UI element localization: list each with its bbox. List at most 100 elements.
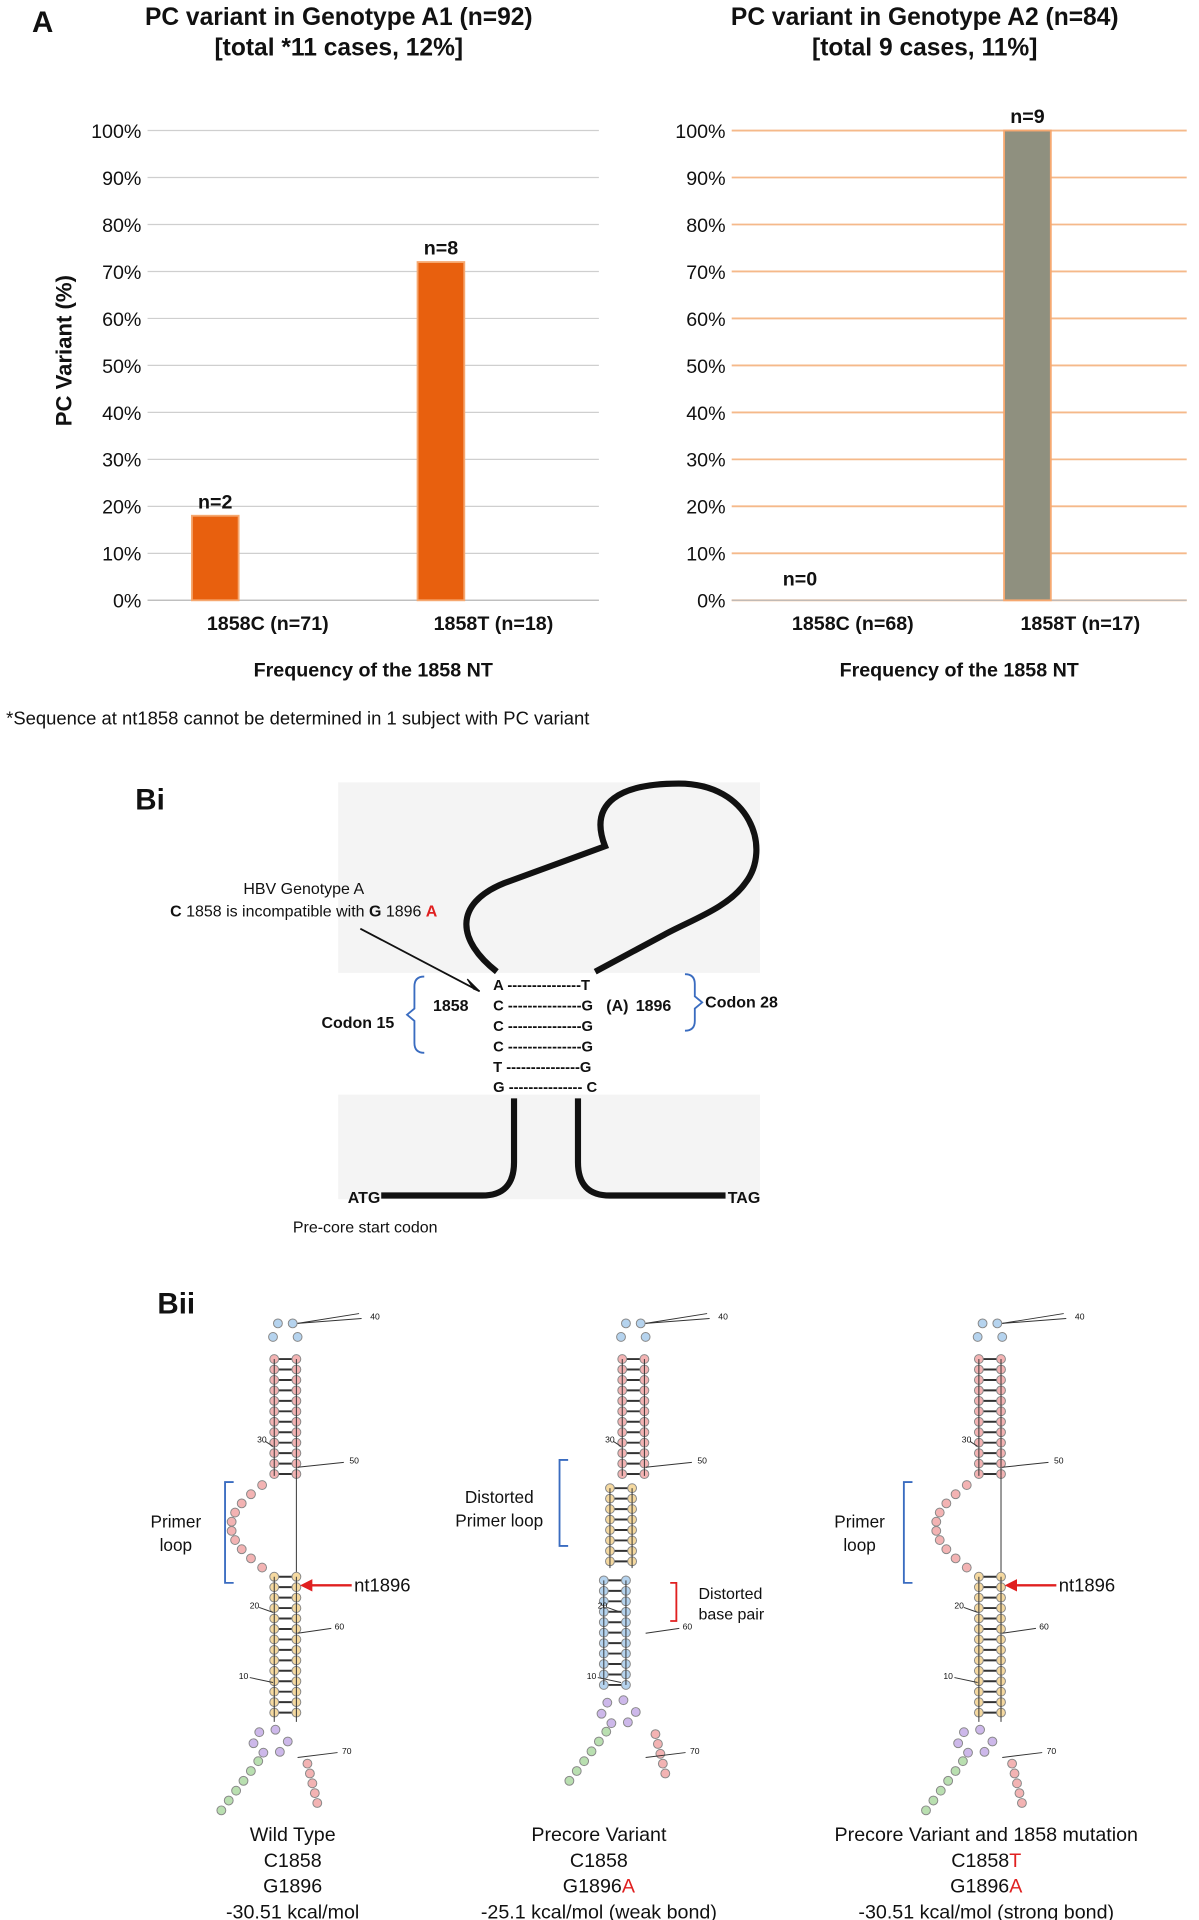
position-label: 50 <box>1054 1456 1064 1466</box>
nucleotide <box>270 1724 281 1735</box>
nucleotide <box>238 1775 249 1786</box>
callout-line: C 1858 is incompatible with G 1896 A <box>170 903 438 920</box>
caption-line: G1896A <box>563 1876 636 1898</box>
nucleotide <box>931 1516 942 1527</box>
position-label: 20 <box>250 1601 260 1611</box>
pair-label: Distorted <box>698 1586 762 1603</box>
caption-line-part: Precore Variant and 1858 mutation <box>835 1824 1138 1846</box>
bracket <box>224 1481 234 1584</box>
y-tick-label: 100% <box>675 121 725 143</box>
annotation: n=0 <box>783 569 817 591</box>
position: 1896 <box>636 998 672 1015</box>
nucleotide <box>941 1544 952 1555</box>
nucleotide <box>921 1805 931 1816</box>
callout-line-part: 1858 is incompatible with <box>182 903 369 920</box>
nucleotide <box>564 1775 575 1786</box>
bond <box>265 1441 274 1447</box>
position-label: 30 <box>257 1435 267 1445</box>
x-tick-label: 1858T (n=17) <box>1021 613 1141 635</box>
position-label: 60 <box>683 1622 693 1632</box>
bond <box>969 1441 978 1447</box>
stop-codon: TAG <box>728 1190 761 1207</box>
strand <box>381 1098 726 1199</box>
position-label: 10 <box>587 1671 597 1681</box>
nucleotide <box>961 1480 972 1490</box>
base-pair: C ---------------G <box>493 1039 593 1055</box>
annotation: n=9 <box>1010 106 1044 128</box>
caption-line-part: -25.1 kcal/mol (weak bond) <box>481 1902 717 1920</box>
position-label: 60 <box>1039 1622 1049 1632</box>
y-tick-label: 30% <box>686 450 725 472</box>
panel-label: Bii <box>157 1288 195 1321</box>
nucleotide <box>216 1805 227 1816</box>
nucleotide <box>258 1747 269 1758</box>
chart-subtitle: [total 9 cases, 11%] <box>812 35 1037 62</box>
panel-label: Bi <box>135 783 165 816</box>
nucleotide <box>660 1768 671 1779</box>
caption-line: C1858 <box>264 1850 322 1872</box>
y-axis-title: PC Variant (%) <box>51 275 76 426</box>
y-tick-label: 70% <box>102 262 141 284</box>
caption-line: G1896A <box>950 1876 1023 1898</box>
codon-label: Codon 28 <box>705 994 778 1011</box>
loop-label: Primer <box>834 1512 885 1532</box>
bracket <box>902 1481 913 1584</box>
position-label: 70 <box>342 1746 352 1756</box>
callout-line-part: G <box>369 903 381 920</box>
caption-line-part: G1896 <box>563 1876 622 1898</box>
position: 1858 <box>433 998 469 1015</box>
nucleotide <box>246 1553 256 1564</box>
caption-line-part: -30.51 kcal/mol (strong bond) <box>858 1902 1114 1920</box>
nucleotide <box>292 1331 303 1342</box>
nucleotide <box>302 1758 313 1769</box>
position-label: 70 <box>690 1746 700 1756</box>
nucleotide <box>616 1331 626 1342</box>
chart-subtitle: [total *11 cases, 12%] <box>214 35 463 62</box>
nucleotide <box>254 1727 265 1738</box>
nucleotide <box>282 1736 293 1747</box>
codon-label: Codon 15 <box>321 1015 394 1032</box>
nucleotide <box>257 1562 268 1573</box>
annotation: n=8 <box>424 238 458 260</box>
y-tick-label: 20% <box>102 497 141 519</box>
nucleotide <box>950 1489 961 1500</box>
background <box>338 782 760 973</box>
nucleotide <box>606 1718 617 1729</box>
caption-line-part: G1896 <box>263 1876 322 1898</box>
nucleotide <box>941 1498 952 1509</box>
caption-line: -25.1 kcal/mol (weak bond) <box>481 1902 717 1920</box>
bond <box>613 1441 622 1447</box>
bond <box>297 1627 332 1634</box>
nucleotide <box>640 1331 651 1342</box>
background <box>338 1094 760 1200</box>
y-tick-label: 80% <box>102 215 141 237</box>
variant-base: (A) <box>606 998 628 1015</box>
nucleotide <box>972 1331 983 1342</box>
chart-title: PC variant in Genotype A2 (n=84) <box>731 4 1119 31</box>
y-tick-label: 90% <box>102 168 141 190</box>
caption-line: C1858 <box>570 1850 628 1872</box>
chart-title: PC variant in Genotype A1 (n=92) <box>145 4 533 31</box>
bond <box>607 1606 622 1613</box>
nucleotide <box>630 1707 641 1717</box>
nucleotide <box>248 1738 259 1749</box>
position-label: 10 <box>943 1671 953 1681</box>
nucleotide <box>593 1736 604 1747</box>
nucleotide <box>268 1331 278 1342</box>
nucleotide <box>961 1562 972 1573</box>
annotation: n=2 <box>198 491 232 513</box>
bar <box>416 261 466 602</box>
nucleotide <box>231 1785 242 1796</box>
callout-line: HBV Genotype A <box>243 881 364 898</box>
bond <box>1002 1627 1037 1634</box>
caption-line-part: A <box>1009 1876 1023 1898</box>
nucleotide <box>1009 1768 1020 1779</box>
position-label: 30 <box>962 1435 972 1445</box>
nucleotide <box>934 1535 945 1545</box>
y-tick-label: 50% <box>686 356 725 378</box>
x-tick-label: 1858T (n=18) <box>434 613 554 635</box>
base-pair: G --------------- C <box>493 1080 597 1096</box>
start-note: Pre-core start codon <box>293 1219 438 1236</box>
bracket <box>558 1458 569 1547</box>
y-tick-label: 80% <box>686 215 725 237</box>
